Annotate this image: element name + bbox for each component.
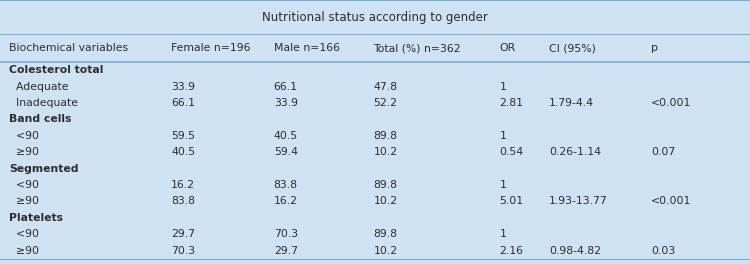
Bar <box>0 78 750 95</box>
Text: 59.5: 59.5 <box>171 131 195 141</box>
Text: <0.001: <0.001 <box>651 196 692 206</box>
Text: Segmented: Segmented <box>9 164 79 173</box>
Text: 1.93-13.77: 1.93-13.77 <box>549 196 608 206</box>
Text: <90: <90 <box>9 131 39 141</box>
Text: OR: OR <box>500 43 516 53</box>
Text: <90: <90 <box>9 180 39 190</box>
Bar <box>0 111 750 128</box>
Text: ≥90: ≥90 <box>9 147 39 157</box>
Bar <box>0 161 750 177</box>
Text: <90: <90 <box>9 229 39 239</box>
Text: 16.2: 16.2 <box>171 180 195 190</box>
Text: Inadequate: Inadequate <box>9 98 78 108</box>
Text: Nutritional status according to gender: Nutritional status according to gender <box>262 11 488 24</box>
Text: 33.9: 33.9 <box>171 82 195 92</box>
Text: 1: 1 <box>500 82 506 92</box>
Bar <box>0 95 750 111</box>
Text: 1.79-4.4: 1.79-4.4 <box>549 98 594 108</box>
Text: 0.98-4.82: 0.98-4.82 <box>549 246 601 256</box>
Text: Female n=196: Female n=196 <box>171 43 250 53</box>
Text: 89.8: 89.8 <box>374 229 398 239</box>
Text: 89.8: 89.8 <box>374 131 398 141</box>
Text: p: p <box>651 43 658 53</box>
Text: 5.01: 5.01 <box>500 196 523 206</box>
Text: 0.03: 0.03 <box>651 246 675 256</box>
Text: 33.9: 33.9 <box>274 98 298 108</box>
Bar <box>0 0 750 34</box>
Bar <box>0 34 750 62</box>
Text: 47.8: 47.8 <box>374 82 398 92</box>
Text: 59.4: 59.4 <box>274 147 298 157</box>
Text: 40.5: 40.5 <box>171 147 195 157</box>
Text: 66.1: 66.1 <box>274 82 298 92</box>
Text: 70.3: 70.3 <box>171 246 195 256</box>
Text: 1: 1 <box>500 229 506 239</box>
Text: 70.3: 70.3 <box>274 229 298 239</box>
Text: ≥90: ≥90 <box>9 246 39 256</box>
Bar <box>0 193 750 210</box>
Text: Biochemical variables: Biochemical variables <box>9 43 128 53</box>
Bar <box>0 144 750 161</box>
Text: Colesterol total: Colesterol total <box>9 65 104 75</box>
Text: Total (%) n=362: Total (%) n=362 <box>374 43 461 53</box>
Text: 0.54: 0.54 <box>500 147 523 157</box>
Text: Male n=166: Male n=166 <box>274 43 340 53</box>
Text: 10.2: 10.2 <box>374 196 398 206</box>
Text: ≥90: ≥90 <box>9 196 39 206</box>
Text: 1: 1 <box>500 180 506 190</box>
Text: 29.7: 29.7 <box>171 229 195 239</box>
Text: Platelets: Platelets <box>9 213 63 223</box>
Text: <0.001: <0.001 <box>651 98 692 108</box>
Text: 29.7: 29.7 <box>274 246 298 256</box>
Text: 16.2: 16.2 <box>274 196 298 206</box>
Bar <box>0 62 750 78</box>
Bar <box>0 210 750 226</box>
Bar <box>0 128 750 144</box>
Text: 0.07: 0.07 <box>651 147 675 157</box>
Text: Adequate: Adequate <box>9 82 68 92</box>
Text: 2.16: 2.16 <box>500 246 523 256</box>
Text: 10.2: 10.2 <box>374 246 398 256</box>
Text: 0.26-1.14: 0.26-1.14 <box>549 147 601 157</box>
Text: 40.5: 40.5 <box>274 131 298 141</box>
Text: 52.2: 52.2 <box>374 98 398 108</box>
Text: 10.2: 10.2 <box>374 147 398 157</box>
Text: 83.8: 83.8 <box>274 180 298 190</box>
Text: 66.1: 66.1 <box>171 98 195 108</box>
Text: CI (95%): CI (95%) <box>549 43 596 53</box>
Bar <box>0 226 750 242</box>
Text: 2.81: 2.81 <box>500 98 523 108</box>
Text: 83.8: 83.8 <box>171 196 195 206</box>
Text: 89.8: 89.8 <box>374 180 398 190</box>
Bar <box>0 242 750 259</box>
Bar <box>0 177 750 193</box>
Text: Band cells: Band cells <box>9 114 71 124</box>
Text: 1: 1 <box>500 131 506 141</box>
